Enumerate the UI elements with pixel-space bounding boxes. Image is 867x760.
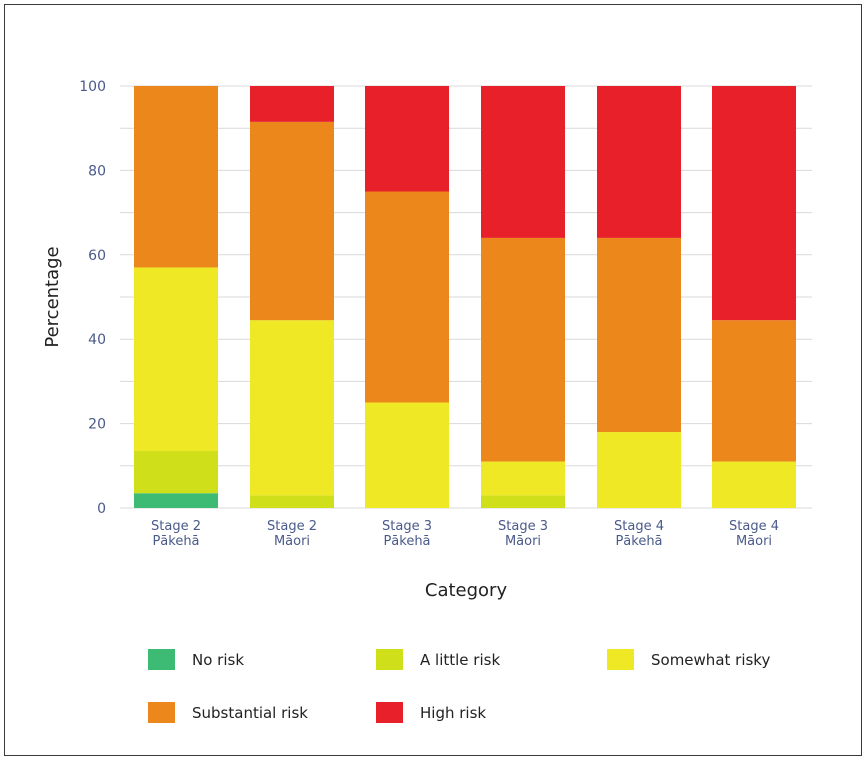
legend-label: No risk — [192, 651, 244, 669]
y-tick-label: 80 — [88, 163, 106, 179]
y-tick-label: 0 — [97, 501, 106, 517]
x-tick-label: Stage 3 — [382, 519, 432, 534]
y-axis-ticks: 0 20 40 60 80 100 — [79, 79, 106, 517]
bar-segment — [481, 237, 565, 462]
x-tick-label: Māori — [736, 534, 772, 549]
bar-segment — [250, 495, 334, 508]
bar-segment — [365, 86, 449, 192]
x-tick-label: Pākehā — [152, 534, 199, 549]
bar-segment — [250, 320, 334, 496]
bar-segment — [365, 191, 449, 403]
y-tick-label: 60 — [88, 248, 106, 264]
legend-swatch — [607, 649, 634, 670]
bar-segment — [250, 86, 334, 122]
legend-label: Somewhat risky — [651, 651, 770, 669]
bar-segment — [597, 86, 681, 238]
bar-segment — [712, 461, 796, 508]
bar-segment — [481, 86, 565, 238]
x-tick-label: Stage 4 — [614, 519, 664, 534]
y-tick-label: 100 — [79, 79, 106, 95]
x-tick-label: Stage 2 — [151, 519, 201, 534]
bar-segment — [712, 320, 796, 462]
bar-segment — [250, 121, 334, 321]
bar-segment — [134, 493, 218, 508]
bar-segment — [365, 402, 449, 508]
bar-segment — [134, 267, 218, 452]
bar-segment — [597, 432, 681, 508]
bar-segment — [134, 86, 218, 268]
bar-segment — [712, 86, 796, 321]
legend-label: A little risk — [420, 651, 500, 669]
x-tick-label: Stage 2 — [267, 519, 317, 534]
x-tick-label: Māori — [505, 534, 541, 549]
legend-swatch — [376, 649, 403, 670]
bar-segment — [597, 237, 681, 433]
y-axis-title: Percentage — [42, 246, 63, 347]
legend-label: High risk — [420, 704, 486, 722]
x-tick-label: Māori — [274, 534, 310, 549]
bar-segment — [481, 495, 565, 508]
x-axis-title: Category — [425, 580, 508, 601]
legend-swatch — [148, 702, 175, 723]
y-tick-label: 40 — [88, 332, 106, 348]
legend-swatch — [376, 702, 403, 723]
bar-segment — [134, 451, 218, 494]
x-tick-label: Stage 3 — [498, 519, 548, 534]
legend-swatch — [148, 649, 175, 670]
x-tick-label: Pākehā — [383, 534, 430, 549]
gridlines — [120, 85, 812, 509]
bars — [134, 86, 796, 508]
y-tick-label: 20 — [88, 417, 106, 433]
x-tick-label: Stage 4 — [729, 519, 779, 534]
bar-segment — [481, 461, 565, 496]
legend-label: Substantial risk — [192, 704, 308, 722]
chart-frame — [4, 4, 862, 756]
legend: No risk A little risk Somewhat risky Substa… — [148, 649, 770, 723]
x-tick-label: Pākehā — [615, 534, 662, 549]
